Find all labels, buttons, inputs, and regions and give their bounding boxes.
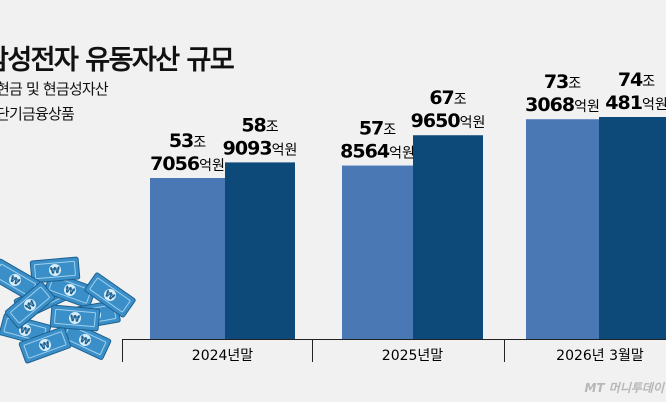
chart-title: 삼성전자 유동자산 규모	[0, 45, 235, 76]
legend-item-cash: 현금 및 현금성자산	[0, 78, 109, 99]
data-label-line1: 67조	[429, 87, 466, 109]
legend-label-cash: 현금 및 현금성자산	[0, 80, 109, 98]
svg-text:₩: ₩	[69, 314, 80, 325]
bar-cash-2	[526, 119, 599, 339]
x-tick-label: 2026년 3월말	[556, 348, 644, 364]
banknote-icon: ₩	[49, 304, 101, 332]
banknote-icon: ₩	[4, 281, 56, 329]
data-label-line1: 58조	[241, 114, 278, 136]
x-tick-label: 2024년말	[192, 348, 254, 364]
data-label-line1: 73조	[544, 71, 581, 93]
svg-text:₩: ₩	[39, 340, 52, 353]
svg-text:₩: ₩	[50, 266, 61, 277]
data-label-line1: 74조	[618, 69, 655, 91]
svg-text:₩: ₩	[63, 285, 76, 298]
data-label-line2: 7056억원	[150, 153, 225, 175]
svg-text:₩: ₩	[78, 335, 91, 348]
data-label-line2: 9650억원	[411, 110, 486, 132]
data-label-line1: 53조	[169, 130, 206, 152]
bar-cash-1	[342, 165, 413, 339]
data-label-line2: 3068억원	[525, 94, 600, 116]
x-tick-label: 2025년말	[382, 348, 444, 364]
legend-item-short-term: 단기금융상품	[0, 103, 75, 124]
bar-short-term-0	[225, 162, 295, 339]
svg-text:₩: ₩	[7, 274, 21, 288]
data-label-line2: 481억원	[605, 92, 666, 114]
svg-text:₩: ₩	[102, 289, 116, 303]
bars-group	[150, 117, 666, 339]
bar-short-term-1	[413, 135, 483, 339]
bar-cash-0	[150, 177, 225, 339]
legend-label-short-term: 단기금융상품	[0, 105, 75, 123]
won-banknotes-icon: ₩₩₩₩₩₩₩₩₩₩₩	[0, 256, 136, 364]
data-label-line2: 9093억원	[223, 137, 298, 159]
banknote-icon: ₩	[29, 256, 81, 284]
x-axis: 2024년말 2025년말 2026년 3월말	[122, 339, 666, 364]
banknote-icon: ₩	[84, 272, 136, 318]
banknote-icon: ₩	[18, 326, 72, 364]
data-label-line1: 57조	[359, 118, 396, 140]
data-label-line2: 8564억원	[340, 141, 415, 163]
svg-text:₩: ₩	[19, 325, 31, 337]
watermark: MT 머니투데이	[584, 381, 664, 395]
bar-short-term-2	[599, 117, 666, 339]
